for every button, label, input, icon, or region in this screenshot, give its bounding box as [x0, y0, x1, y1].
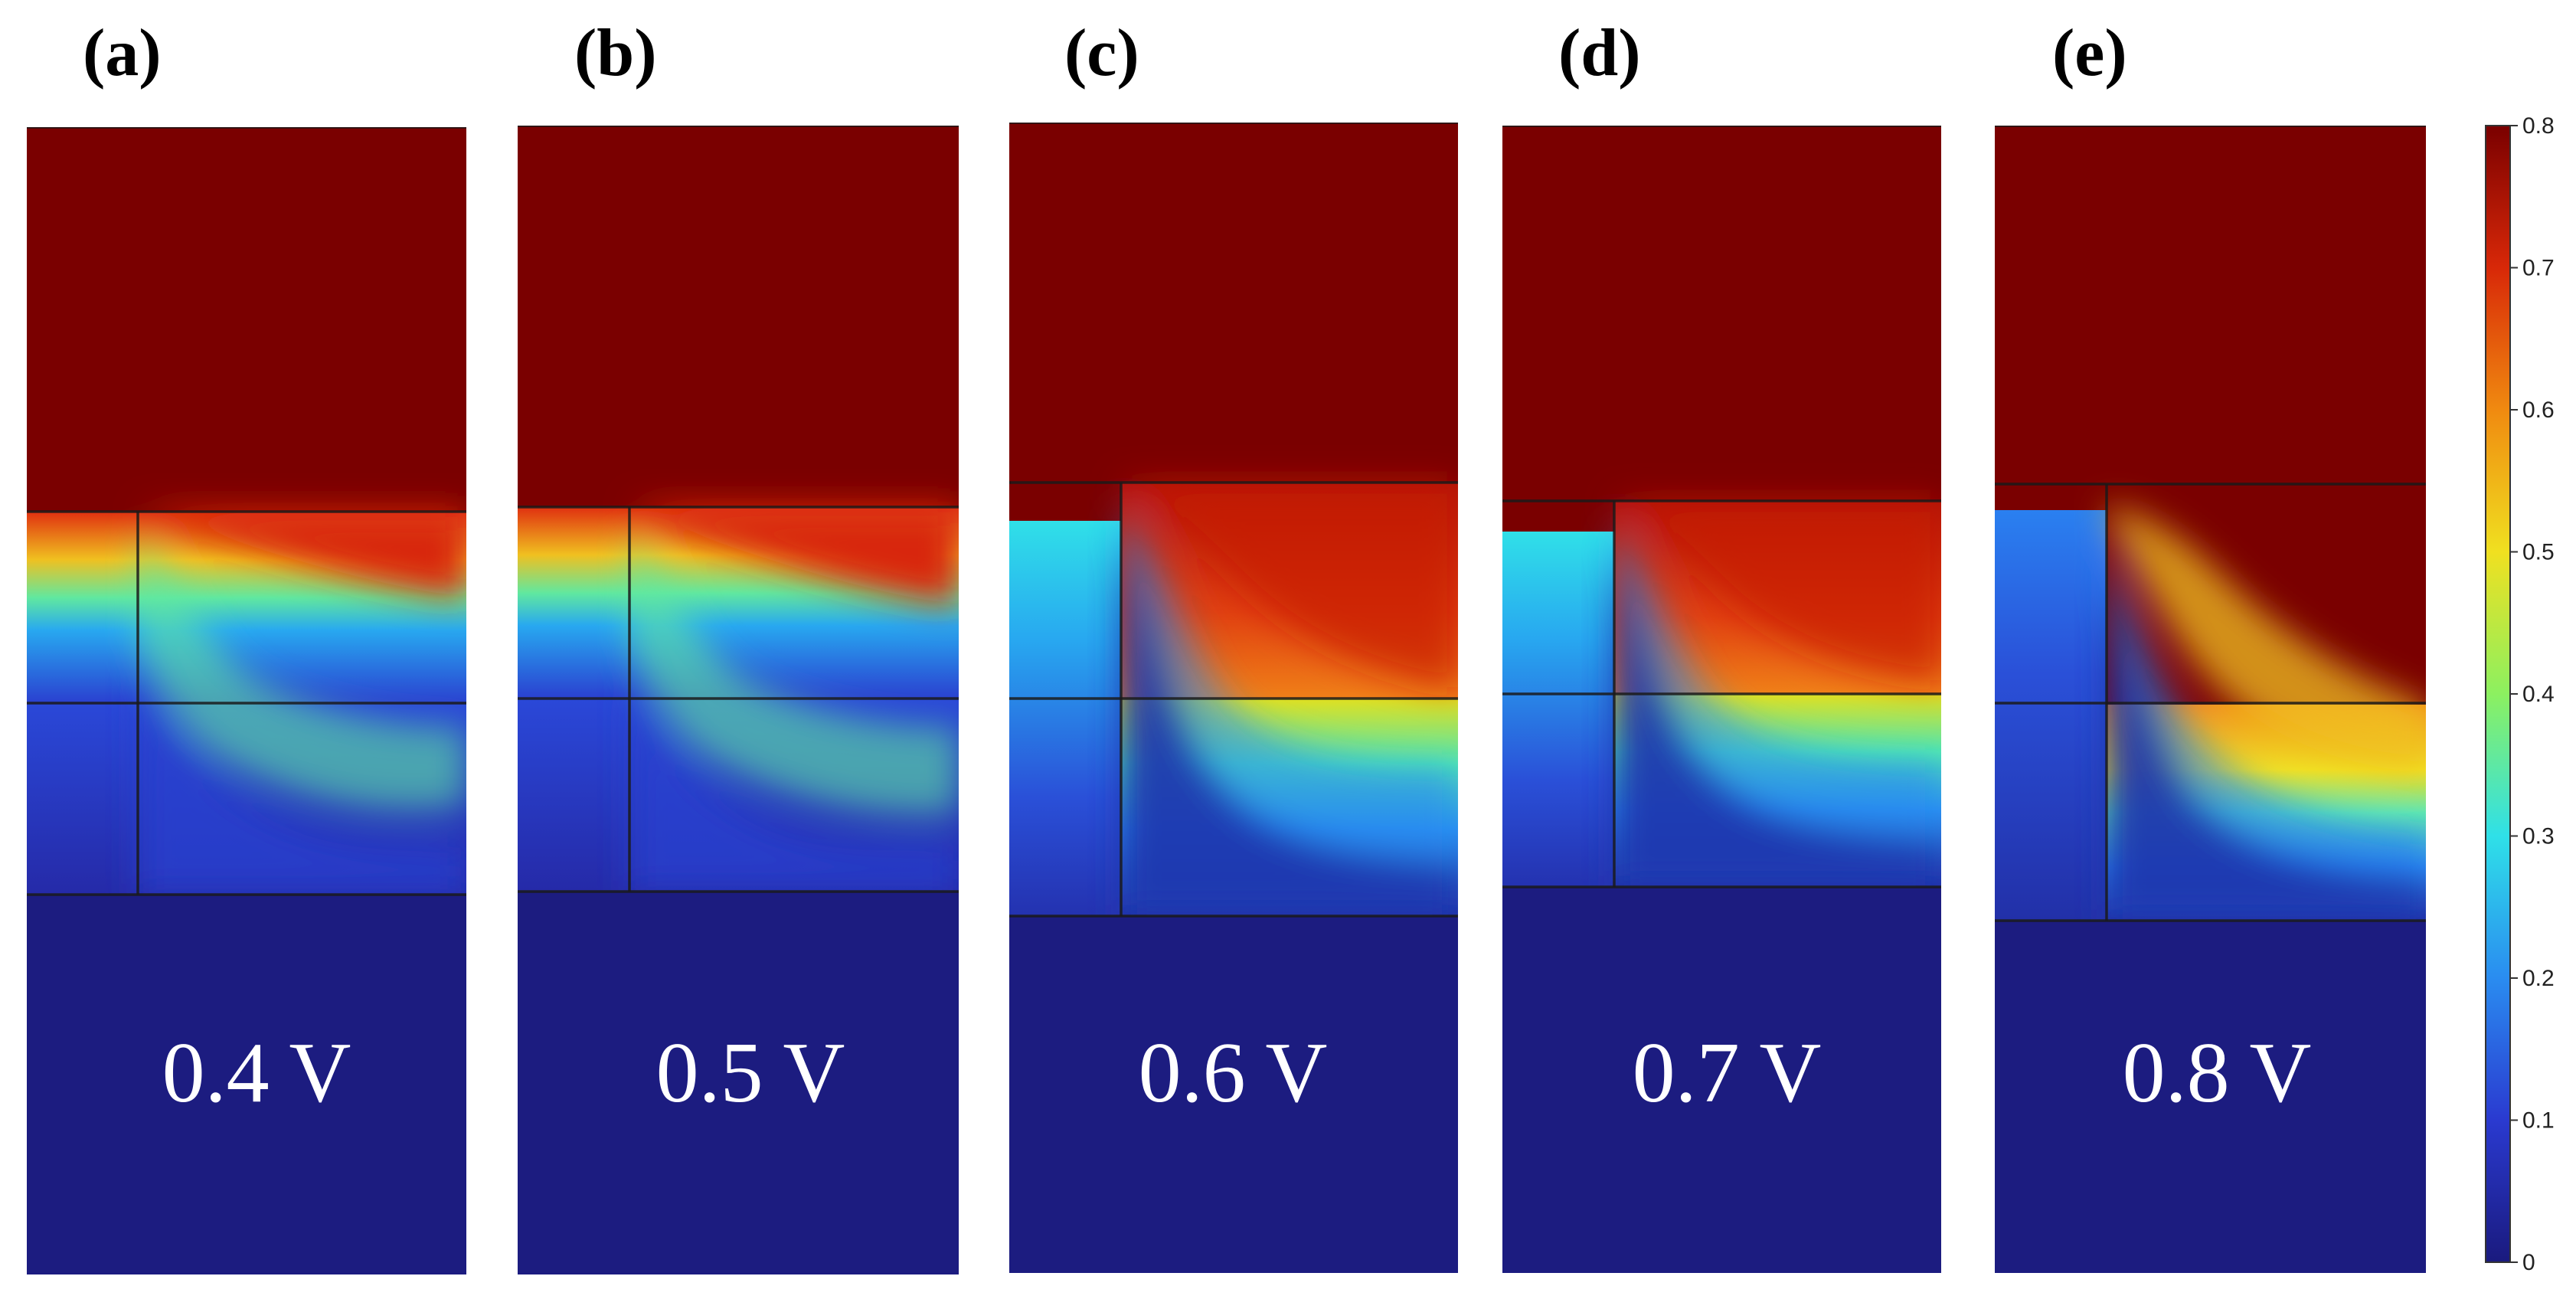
- panel-d-map: [1502, 126, 1941, 1273]
- colorbar-tick-label: 0.8: [2522, 113, 2555, 139]
- panel-c-map: [1009, 123, 1458, 1273]
- panel-a-voltage: 0.4 V: [162, 1026, 351, 1121]
- colorbar-gradient: [2485, 125, 2511, 1263]
- panel-d: (d) 0.7 V: [1502, 16, 1941, 1273]
- panel-b-voltage: 0.5 V: [656, 1026, 845, 1121]
- panel-c-voltage: 0.6 V: [1139, 1026, 1328, 1121]
- panel-c-label: (c): [1064, 16, 1139, 90]
- colorbar-tick-label: 0.3: [2522, 824, 2555, 849]
- colorbar-tick-label: 0.1: [2522, 1108, 2555, 1134]
- colorbar-tick-label: 0: [2522, 1250, 2535, 1275]
- panel-a: (a) 0.4 V: [27, 16, 466, 1274]
- panel-e-label: (e): [2052, 16, 2127, 90]
- colorbar-tick-label: 0.4: [2522, 682, 2555, 707]
- panel-d-label: (d): [1558, 16, 1641, 90]
- panel-a-label: (a): [83, 16, 162, 90]
- panel-a-map: [27, 127, 466, 1274]
- colorbar-tick-label: 0.2: [2522, 966, 2555, 991]
- colorbar-tick-label: 0.7: [2522, 256, 2555, 281]
- panel-d-voltage: 0.7 V: [1633, 1026, 1822, 1121]
- panel-b: (b) 0.5 V: [518, 16, 959, 1274]
- panel-b-map: [518, 126, 959, 1274]
- panel-e-map: [1995, 126, 2426, 1273]
- panel-b-label: (b): [574, 16, 657, 90]
- colorbar: 0 0.1 0.2 0.3 0.4 0.5 0.6 0.7 0.8: [2485, 113, 2555, 1275]
- colorbar-tick-label: 0.6: [2522, 398, 2555, 423]
- colorbar-ticks: 0 0.1 0.2 0.3 0.4 0.5 0.6 0.7 0.8: [2510, 113, 2555, 1275]
- panel-e: (e) 0.8 V: [1995, 16, 2426, 1273]
- colorbar-tick-label: 0.5: [2522, 540, 2555, 565]
- panel-e-voltage: 0.8 V: [2123, 1026, 2312, 1121]
- panel-c: (c) 0.6 V: [1009, 16, 1458, 1273]
